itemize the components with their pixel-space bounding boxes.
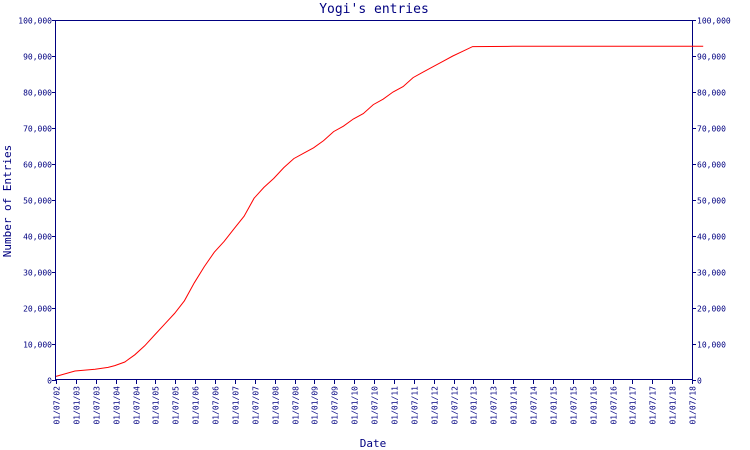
x-tick-label: 01/07/09 [331, 386, 340, 425]
x-tick-label: 01/01/03 [73, 386, 82, 425]
x-tick-label: 01/01/09 [311, 386, 320, 425]
x-tick-label: 01/07/04 [133, 386, 142, 425]
y-tick-label-left: 0 [47, 377, 52, 386]
plot-frame [55, 20, 693, 380]
x-tick-label: 01/01/11 [391, 386, 400, 425]
y-tick-label-left: 10,000 [23, 341, 52, 350]
y-tick-label-left: 90,000 [23, 53, 52, 62]
y-tick-label-left: 30,000 [23, 269, 52, 278]
y-tick-label-left: 70,000 [23, 125, 52, 134]
x-tick-label: 01/07/15 [570, 386, 579, 425]
y-tick-label-right: 10,000 [697, 341, 726, 350]
x-tick-label: 01/01/08 [272, 386, 281, 425]
x-tick-label: 01/07/14 [530, 386, 539, 425]
x-tick-label: 01/07/03 [93, 386, 102, 425]
x-axis-label: Date [360, 437, 387, 450]
x-tick-label: 01/01/12 [431, 386, 440, 425]
x-tick-label: 01/01/16 [590, 386, 599, 425]
x-tick-label: 01/07/07 [252, 386, 261, 425]
y-tick-label-right: 80,000 [697, 89, 726, 98]
x-tick-label: 01/07/08 [292, 386, 301, 425]
x-tick-label: 01/01/15 [550, 386, 559, 425]
y-tick-label-left: 40,000 [23, 233, 52, 242]
x-tick-label: 01/01/06 [192, 386, 201, 425]
x-tick-label: 01/01/13 [470, 386, 479, 425]
x-tick-label: 01/01/17 [629, 386, 638, 425]
x-tick-label: 01/01/14 [510, 386, 519, 425]
series-layer [55, 45, 704, 377]
y-tick-label-left: 20,000 [23, 305, 52, 314]
x-tick-label: 01/07/10 [371, 386, 380, 425]
x-tick-label: 01/01/10 [351, 386, 360, 425]
x-tick-label: 01/07/18 [689, 386, 698, 425]
x-tick-label: 01/07/13 [490, 386, 499, 425]
y-axis-left: 0 10,000 20,000 30,000 40,000 50,000 60,000 70,… [18, 17, 56, 386]
x-tick-label: 01/07/16 [610, 386, 619, 425]
y-tick-label-right: 30,000 [697, 269, 726, 278]
x-tick-label: 01/01/07 [232, 386, 241, 425]
series-line-0 [55, 45, 704, 377]
y-tick-label-right: 90,000 [697, 53, 726, 62]
y-tick-label-left: 60,000 [23, 161, 52, 170]
y-tick-label-right: 40,000 [697, 233, 726, 242]
y-tick-label-left: 50,000 [23, 197, 52, 206]
y-tick-label-right: 60,000 [697, 161, 726, 170]
y-tick-label-right: 50,000 [697, 197, 726, 206]
x-tick-label: 01/07/11 [411, 386, 420, 425]
chart-title: Yogi's entries [319, 2, 429, 17]
x-tick-label: 01/01/04 [113, 386, 122, 425]
y-tick-label-right: 20,000 [697, 305, 726, 314]
y-axis-right: 0 10,000 20,000 30,000 40,000 50,000 60,000 70,… [692, 17, 731, 386]
x-axis: 01/07/02 01/01/03 01/07/03 01/01/04 01/07/04… [53, 380, 698, 425]
x-tick-label: 01/07/05 [172, 386, 181, 425]
x-tick-label: 01/07/06 [212, 386, 221, 425]
y-axis-label: Number of Entries [1, 145, 14, 258]
x-tick-label: 01/07/17 [649, 386, 658, 425]
x-tick-label: 01/01/18 [669, 386, 678, 425]
x-tick-label: 01/01/05 [152, 386, 161, 425]
y-tick-label-left: 100,000 [18, 17, 52, 26]
y-tick-label-right: 0 [697, 377, 702, 386]
x-tick-label: 01/07/12 [451, 386, 460, 425]
x-tick-label: 01/07/02 [53, 386, 62, 425]
y-tick-label-right: 70,000 [697, 125, 726, 134]
y-tick-label-left: 80,000 [23, 89, 52, 98]
y-tick-label-right: 100,000 [697, 17, 731, 26]
